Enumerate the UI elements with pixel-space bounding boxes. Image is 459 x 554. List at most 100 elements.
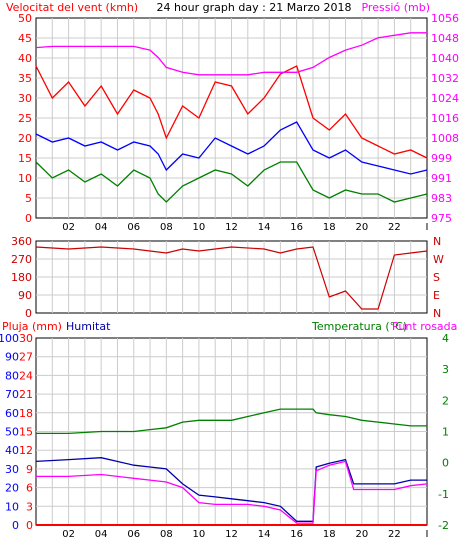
rain-tick-label: 30 [19,332,33,345]
wind-tick-label: 0 [25,212,32,225]
humidity-tick-label: 60 [5,407,19,420]
pressure-tick-label: 1024 [431,92,459,105]
direction-tick-label: 270 [11,253,32,266]
x-tick-label: 12 [225,222,238,233]
x-tick-label: I [426,529,429,540]
pressure-tick-label: 991 [431,172,452,185]
rain-tick-label: 3 [26,500,33,513]
x-tick-label: 16 [290,529,303,540]
x-tick-label: 10 [193,529,206,540]
pressure-tick-label: 1040 [431,52,459,65]
rain-tick-label: 0 [26,519,33,532]
x-tick-label: 02 [62,222,75,233]
series-direction [35,246,428,310]
wind-tick-label: 35 [18,72,32,85]
humidity-tick-label: 80 [5,369,19,382]
rain-axis-title: Pluja (mm) [2,320,62,333]
wind-tick-label: 20 [18,132,32,145]
rain-tick-label: 15 [19,426,33,439]
direction-tick-label: 90 [18,289,32,302]
direction-tick-label: 0 [25,307,32,320]
compass-tick-label: N [433,307,441,320]
pressure-tick-label: 999 [431,152,452,165]
series-humidity [35,457,427,522]
direction-tick-label: 180 [11,271,32,284]
series-pressure [35,32,427,76]
x-tick-label: 08 [160,222,173,233]
pressure-tick-label: 1048 [431,32,459,45]
temperature-tick-label: 2 [442,394,449,407]
compass-tick-label: S [433,271,440,284]
wind-tick-label: 30 [18,92,32,105]
temperature-tick-label: 4 [442,332,449,345]
wind-tick-label: 15 [18,152,32,165]
wind-axis-title: Velocitat del vent (kmh) [6,1,138,14]
humidity-tick-label: 90 [5,351,19,364]
pressure-tick-label: 1032 [431,72,459,85]
humidity-tick-label: 50 [5,426,19,439]
x-tick-label: 20 [355,529,368,540]
pressure-tick-label: 1056 [431,12,459,25]
humidity-tick-label: 40 [5,444,19,457]
x-tick-label: 16 [290,222,303,233]
compass-tick-label: E [433,289,440,302]
pressure-tick-label: 1008 [431,132,459,145]
x-tick-label: 04 [95,222,108,233]
temperature-tick-label: -2 [438,519,449,532]
x-tick-label: I [426,222,429,233]
humidity-tick-label: 70 [5,388,19,401]
x-tick-label: 22 [388,529,401,540]
rain-tick-label: 24 [19,369,33,382]
rain-tick-label: 6 [26,482,33,495]
wind-tick-label: 5 [25,192,32,205]
x-tick-label: 18 [323,222,336,233]
pressure-tick-label: 983 [431,192,452,205]
humidity-axis-title: Humitat [66,320,111,333]
rain-tick-label: 9 [26,463,33,476]
graph-title: 24 hour graph day : 21 Marzo 2018 [156,1,351,14]
x-tick-label: 14 [258,529,271,540]
dewpoint-legend: Punt rosada [392,320,457,333]
x-tick-label: 06 [127,222,140,233]
x-tick-label: 20 [355,222,368,233]
x-tick-label: 06 [127,529,140,540]
wind-tick-label: 50 [18,12,32,25]
x-tick-label: 14 [258,222,271,233]
wind-tick-label: 10 [18,172,32,185]
pressure-axis-title: Pressió (mb) [361,1,430,14]
x-tick-label: 18 [323,529,336,540]
series-dewpoint [36,460,428,524]
series-temperature [36,408,427,435]
compass-tick-label: W [433,253,444,266]
temperature-tick-label: -1 [438,488,449,501]
series-gust [35,65,428,159]
humidity-tick-label: 20 [5,482,19,495]
rain-tick-label: 12 [19,444,33,457]
humidity-tick-label: 100 [0,332,19,345]
wind-tick-label: 40 [18,52,32,65]
wind-tick-label: 25 [18,112,32,125]
rain-tick-label: 18 [19,407,33,420]
temperature-tick-label: 1 [442,426,449,439]
x-tick-label: 04 [95,529,108,540]
x-tick-label: 02 [62,529,75,540]
temperature-tick-label: 3 [442,363,449,376]
humidity-tick-label: 30 [5,463,19,476]
x-tick-label: 22 [388,222,401,233]
x-tick-label: 12 [225,529,238,540]
x-tick-label: 08 [160,529,173,540]
temperature-legend: Temperatura (°C) [311,320,407,333]
compass-tick-label: N [433,235,441,248]
rain-tick-label: 27 [19,351,33,364]
series-min [35,161,428,203]
humidity-tick-label: 0 [12,519,19,532]
direction-tick-label: 360 [11,235,32,248]
humidity-tick-label: 10 [5,500,19,513]
temperature-tick-label: 0 [442,457,449,470]
wind-tick-label: 45 [18,32,32,45]
pressure-tick-label: 1016 [431,112,459,125]
pressure-tick-label: 975 [431,212,452,225]
series-avg [35,121,428,175]
rain-tick-label: 21 [19,388,33,401]
